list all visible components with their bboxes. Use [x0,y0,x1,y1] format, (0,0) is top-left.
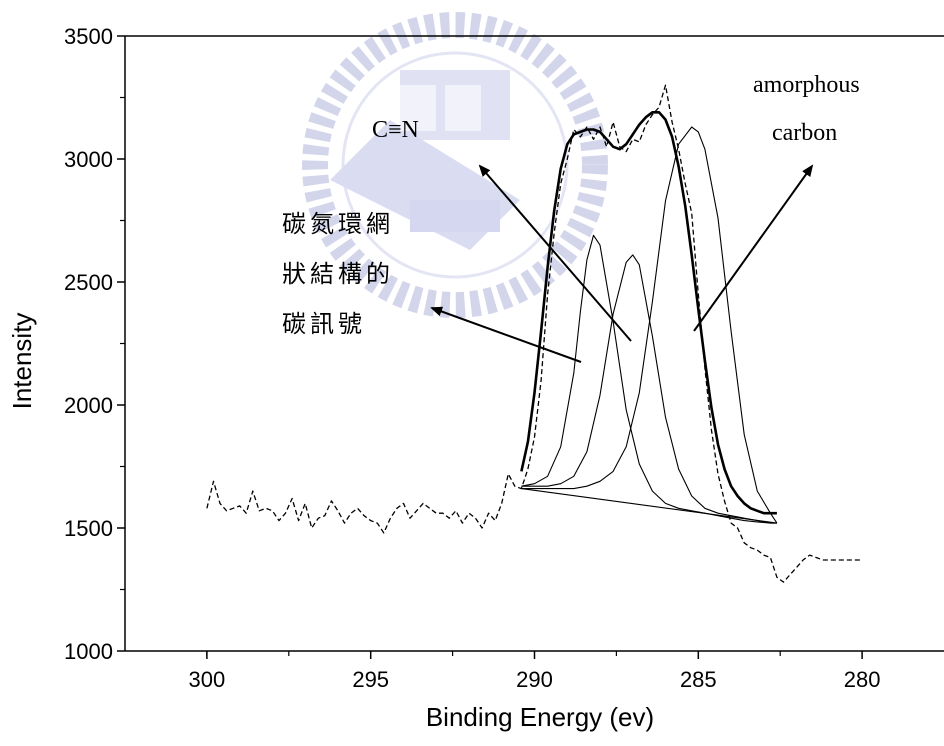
y-tick-label: 2500 [64,270,113,295]
arrow-cn-network [430,306,582,363]
university-seal-watermark [302,12,608,318]
series-baseline-5 [521,488,777,524]
triple-bond-label: C≡N [372,117,419,143]
series-component-2 [521,234,777,524]
x-tick-label: 280 [844,667,881,692]
y-tick-label: 1000 [64,639,113,664]
arrow-amorphous-carbon [693,164,814,332]
amorphous-label-line2: carbon [772,120,837,146]
x-tick-label: 290 [516,667,553,692]
y-tick-label: 1500 [64,516,113,541]
cn-network-label-line2: 狀結構的 [282,260,394,288]
y-tick-label: 2000 [64,393,113,418]
series-component-4 [521,126,778,524]
cn-network-label-line1: 碳氮環網 [282,210,394,238]
arrow-triple-bond [478,164,632,342]
series-dashed-raw-0 [206,84,863,583]
axes-frame: 1000 1500 2000 2500 3000 3500 300 295 290 285 280 [64,24,944,692]
x-axis-title: Binding Energy (ev) [426,702,654,732]
y-axis-title: Intensity [7,313,37,410]
series-component-3 [521,254,777,524]
x-tick-label: 295 [352,667,389,692]
cn-network-label-line3: 碳訊號 [282,310,366,338]
series-layer [206,84,863,583]
y-tick-label: 3500 [64,24,113,49]
y-tick-label: 3000 [64,147,113,172]
amorphous-label-line1: amorphous [753,72,860,98]
x-tick-label: 285 [680,667,717,692]
series-fit-envelope-1 [520,111,777,515]
x-tick-label: 300 [189,667,226,692]
